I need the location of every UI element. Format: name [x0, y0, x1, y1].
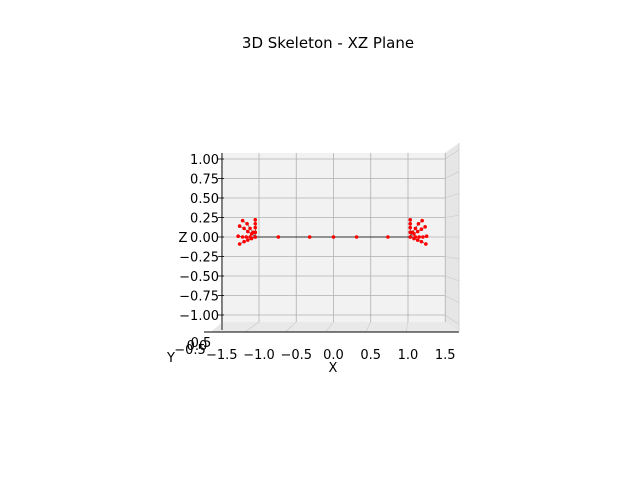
- side-grid-line: [444, 295, 460, 303]
- x-axis-label: X: [329, 361, 338, 376]
- left-hand-point: [237, 242, 242, 246]
- z-tick-label: 0.25: [190, 212, 219, 227]
- right-hand-point: [408, 218, 413, 222]
- left-hand-point: [253, 225, 258, 230]
- right-hand-point: [408, 221, 413, 226]
- right-hand-point: [412, 236, 416, 241]
- side-grid-line: [444, 193, 460, 199]
- left-hand-point: [236, 234, 240, 239]
- left-hand-point: [240, 235, 245, 239]
- axis-lines: [204, 143, 460, 333]
- joint-point: [354, 235, 359, 239]
- x-tick-label: 0.5: [360, 348, 381, 363]
- right-hand-point: [408, 230, 413, 235]
- x-tick-label: 0.0: [323, 348, 344, 363]
- x-tick-label: −1.0: [243, 348, 275, 363]
- x-tick-label: 1.5: [435, 348, 456, 363]
- side-grid-line: [444, 171, 460, 179]
- right-hand-point: [419, 227, 424, 231]
- chart-title: 3D Skeleton - XZ Plane: [241, 34, 415, 52]
- left-hand-point: [253, 230, 258, 235]
- skeleton-joints: [236, 218, 429, 246]
- y-tick-label: −0.5: [174, 343, 206, 358]
- y-tick-label: 0.0: [187, 339, 208, 354]
- right-hand-point: [417, 235, 421, 239]
- grid-lines: [221, 149, 460, 333]
- left-hand-point: [246, 229, 250, 234]
- left-hand-point: [244, 235, 249, 239]
- left-hand-point: [248, 226, 252, 231]
- x-tick-label: −1.5: [206, 348, 238, 363]
- left-hand-point: [246, 238, 250, 242]
- right-hand-point: [415, 229, 420, 234]
- x-tick-label: −0.5: [280, 348, 312, 363]
- left-hand-point: [253, 235, 258, 239]
- x-tick-label: 1.0: [398, 348, 419, 363]
- z-tick-label: −1.00: [179, 309, 219, 324]
- left-hand-point: [237, 224, 242, 228]
- side-grid-line: [444, 214, 460, 218]
- side-grid-line: [444, 149, 460, 160]
- left-hand-point: [240, 218, 245, 223]
- bottom-grid-line: [285, 321, 297, 333]
- z-tick-label: 1.00: [190, 153, 219, 168]
- right-hand-point: [413, 226, 418, 231]
- z-tick-label: −0.50: [179, 270, 219, 285]
- z-axis-label: Z: [179, 231, 188, 246]
- z-tick-label: 0.00: [190, 231, 219, 246]
- left-hand-point: [253, 218, 258, 222]
- right-hand-point: [420, 218, 424, 223]
- joint-point: [276, 235, 281, 239]
- left-hand-point: [242, 226, 246, 231]
- joint-point: [307, 235, 312, 239]
- right-hand-point: [424, 242, 428, 246]
- side-pane: [445, 143, 459, 332]
- y-tick-label: 0.5: [191, 336, 212, 351]
- z-tick-label: 0.75: [190, 173, 219, 188]
- bottom-grid-line: [365, 321, 372, 333]
- bottom-grid-line: [325, 321, 334, 333]
- left-hand-point: [245, 221, 249, 226]
- y-axis-label: Y: [166, 351, 175, 366]
- joint-point: [386, 235, 390, 239]
- tick-labels: 1.000.750.500.250.00−0.25−0.50−0.75−1.00…: [174, 153, 455, 363]
- right-hand-point: [416, 221, 421, 226]
- right-hand-point: [419, 239, 424, 244]
- right-hand-point: [421, 235, 425, 239]
- bottom-pane: [211, 322, 459, 332]
- bottom-grid-line: [405, 321, 409, 333]
- side-grid-line: [444, 275, 460, 282]
- side-grid-line: [444, 314, 460, 325]
- right-hand-point: [423, 225, 427, 229]
- left-hand-point: [249, 236, 254, 241]
- z-tick-label: −0.75: [179, 290, 219, 305]
- right-hand-point: [408, 235, 413, 239]
- side-grid-line: [444, 256, 460, 260]
- right-hand-point: [415, 238, 420, 242]
- joint-point: [331, 235, 336, 239]
- right-hand-point: [424, 234, 429, 239]
- left-hand-point: [253, 221, 258, 226]
- z-tick-label: −0.25: [179, 251, 219, 266]
- bottom-grid-line: [244, 321, 260, 333]
- left-hand-point: [242, 239, 246, 244]
- z-tick-label: 0.50: [190, 192, 219, 207]
- right-hand-point: [408, 225, 413, 230]
